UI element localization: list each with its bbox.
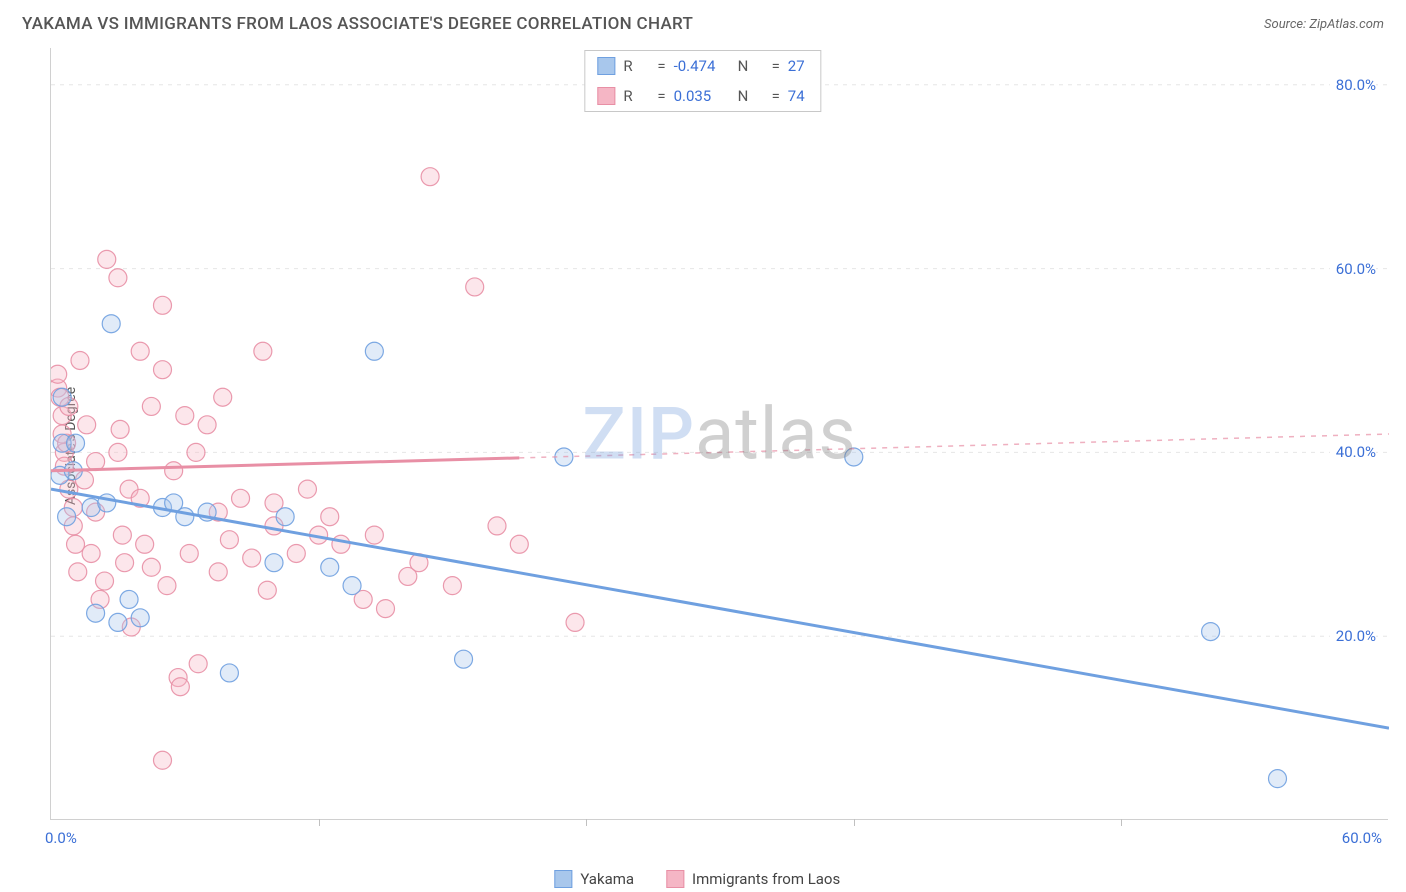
stat-n-label: N <box>738 57 764 75</box>
legend-label-yakama: Yakama <box>580 870 634 888</box>
chart-plot-area: ZIPatlas 20.0%40.0%60.0%80.0% 0.0% 60.0% <box>50 48 1388 820</box>
swatch-laos <box>666 870 684 888</box>
y-tick-label: 20.0% <box>1330 627 1376 645</box>
x-axis-min-label: 0.0% <box>45 829 77 847</box>
legend-item-laos: Immigrants from Laos <box>666 870 840 888</box>
stat-r-label: R <box>623 87 649 105</box>
y-tick-label: 60.0% <box>1330 260 1376 278</box>
x-tick-mark <box>1121 819 1122 826</box>
stat-eq: = <box>657 87 665 105</box>
chart-title: YAKAMA VS IMMIGRANTS FROM LAOS ASSOCIATE… <box>22 14 693 34</box>
stat-r-label: R <box>623 57 649 75</box>
y-tick-label: 40.0% <box>1330 443 1376 461</box>
x-tick-mark <box>854 819 855 826</box>
stats-row-yakama: R = -0.474 N = 27 <box>585 51 820 81</box>
stat-n-yakama: 27 <box>788 57 805 75</box>
stat-eq: = <box>772 87 780 105</box>
swatch-yakama <box>554 870 572 888</box>
legend-item-yakama: Yakama <box>554 870 634 888</box>
stat-eq: = <box>772 57 780 75</box>
stat-eq: = <box>657 57 665 75</box>
x-axis-max-label: 60.0% <box>1342 829 1382 847</box>
stats-row-laos: R = 0.035 N = 74 <box>585 81 820 111</box>
stats-legend-box: R = -0.474 N = 27 R = 0.035 N = 74 <box>584 50 821 112</box>
x-tick-mark <box>319 819 320 826</box>
x-tick-mark <box>586 819 587 826</box>
chart-svg <box>51 48 1389 820</box>
swatch-laos <box>597 87 615 105</box>
y-tick-label: 80.0% <box>1330 76 1376 94</box>
swatch-yakama <box>597 57 615 75</box>
bottom-legend: Yakama Immigrants from Laos <box>554 870 840 888</box>
stat-r-yakama: -0.474 <box>674 57 730 75</box>
stat-n-label: N <box>738 87 764 105</box>
source-label: Source: ZipAtlas.com <box>1264 17 1384 32</box>
stat-r-laos: 0.035 <box>674 87 730 105</box>
legend-label-laos: Immigrants from Laos <box>692 870 840 888</box>
stat-n-laos: 74 <box>788 87 805 105</box>
